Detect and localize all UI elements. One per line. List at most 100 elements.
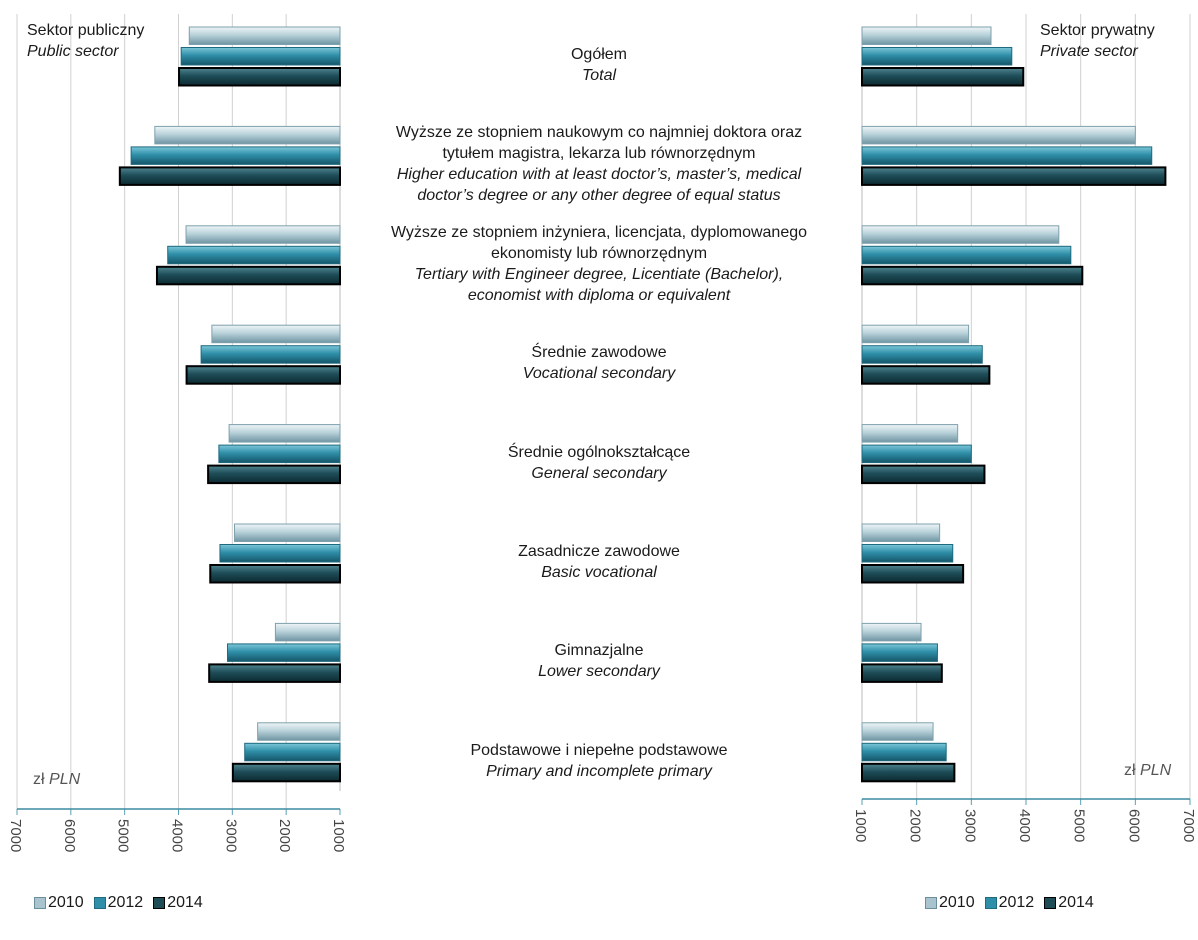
private-bar-2010 (861, 125, 1136, 145)
public-bar-2012 (130, 146, 341, 165)
private-bar-2014 (861, 464, 986, 485)
private-tick-label: 6000 (1125, 809, 1142, 842)
public-tick-label: 2000 (276, 819, 293, 852)
category-label: Zasadnicze zawodowe Basic vocational (352, 541, 846, 583)
public-bar-2014 (231, 762, 342, 783)
public-bar-2014 (178, 67, 341, 87)
public-bar-2010 (185, 225, 341, 244)
public-bar-2010 (154, 125, 341, 145)
public-bar-2014 (118, 166, 341, 186)
private-bar-2012 (861, 643, 938, 662)
category-label-pl: Wyższe ze stopniem naukowym co najmniej … (395, 124, 803, 142)
private-unit-label: zł PLN (1124, 762, 1171, 780)
private-tick-label: 7000 (1180, 809, 1197, 842)
category-label: Wyższe ze stopniem naukowym co najmniej … (352, 122, 846, 206)
category-label: Ogółem Total (352, 44, 846, 86)
private-bar-2014 (861, 663, 943, 683)
legend-swatch-2012 (984, 897, 997, 909)
category-label-en: Basic vocational (541, 564, 657, 581)
public-tick-label: 1000 (330, 819, 347, 852)
public-bar-2014 (207, 464, 341, 485)
private-bar-2010 (861, 523, 941, 542)
private-bar-2014 (861, 564, 965, 584)
public-bar-2012 (244, 742, 341, 762)
public-bar-2012 (180, 47, 341, 66)
private-bar-2012 (861, 47, 1013, 66)
private-bar-2012 (861, 742, 947, 762)
private-sector-title: Sektor prywatny Private sector (1040, 20, 1155, 62)
private-bar-2014 (861, 265, 1084, 286)
legend-item-2012: 2012 (93, 894, 143, 912)
legend-item-2010: 2010 (34, 894, 84, 912)
legend-swatch-2010 (925, 897, 937, 909)
legend-label-2010: 2010 (939, 894, 975, 911)
private-legend: 2010 2012 2014 (925, 894, 1100, 912)
category-label-pl: Średnie ogólnokształcące (507, 443, 691, 461)
private-bar-2012 (861, 544, 954, 563)
public-legend: 2010 2012 2014 (34, 894, 209, 912)
category-label-en: General secondary (531, 464, 667, 482)
category-label-en: Higher education with at least doctor’s,… (396, 166, 802, 184)
private-bar-2010 (861, 324, 970, 344)
private-bar-2014 (861, 365, 991, 385)
category-label-en: Tertiary with Engineer degree, Licentiat… (414, 265, 784, 283)
public-sector-title: Sektor publiczny Public sector (27, 20, 144, 62)
private-bar-2010 (861, 26, 992, 45)
legend-label-2010: 2010 (48, 894, 84, 911)
private-bar-2014 (861, 762, 956, 783)
private-bar-2012 (861, 444, 972, 464)
public-bar-2010 (233, 523, 341, 542)
category-label: Średnie ogólnokształcące General secondar… (352, 442, 846, 484)
public-bar-2010 (211, 324, 341, 344)
private-tick-label: 1000 (852, 809, 869, 842)
category-label: Gimnazjalne Lower secondary (352, 640, 846, 682)
private-bar-2012 (861, 245, 1072, 265)
public-sector-title-pl: Sektor publiczny (27, 22, 145, 39)
public-tick-label: 3000 (222, 819, 239, 852)
public-bar-2014 (185, 365, 341, 385)
category-label: Podstawowe i niepełne podstawowe Primary … (352, 740, 846, 782)
public-tick-label: 5000 (115, 819, 132, 852)
private-tick-label: 5000 (1071, 809, 1088, 842)
private-bar-2010 (861, 622, 922, 642)
legend-item-2010: 2010 (925, 894, 975, 912)
public-bar-2014 (208, 663, 341, 683)
category-label-en: doctor’s degree or any other degree of e… (417, 187, 781, 205)
private-bar-2014 (861, 166, 1167, 186)
category-label-en: Total (581, 67, 617, 84)
category-label-pl: Gimnazjalne (554, 642, 644, 660)
private-bar-2010 (861, 722, 934, 741)
public-tick-label: 7000 (7, 819, 24, 852)
public-bar-2012 (226, 643, 341, 662)
legend-swatch-2010 (34, 897, 46, 909)
public-bar-2012 (218, 444, 341, 464)
private-sector-title-en: Private sector (1040, 43, 1138, 60)
public-unit-label: zł PLN (33, 771, 80, 789)
public-bar-2010 (257, 722, 341, 741)
public-sector-title-en: Public sector (27, 43, 119, 60)
public-bar-2012 (200, 345, 341, 364)
public-bar-2010 (188, 26, 341, 45)
category-label-pl: Wyższe ze stopniem inżyniera, licencjata… (390, 223, 808, 241)
public-bar-2010 (274, 622, 341, 642)
legend-item-2012: 2012 (984, 894, 1034, 912)
category-label: Wyższe ze stopniem inżyniera, licencjata… (352, 222, 846, 306)
public-unit-en: PLN (49, 771, 81, 788)
legend-swatch-2012 (93, 897, 106, 909)
category-label-pl: tytułem magistra, lekarza lub równorzędn… (442, 145, 756, 163)
legend-label-2014: 2014 (1058, 894, 1094, 911)
private-bar-2010 (861, 424, 959, 443)
public-bar-2010 (228, 424, 341, 443)
category-label-pl: Średnie zawodowe (531, 344, 667, 362)
private-unit-pl: zł (1124, 762, 1136, 779)
public-tick-label: 4000 (169, 819, 186, 852)
legend-swatch-2014 (1044, 897, 1057, 909)
category-label-en: Lower secondary (538, 663, 660, 681)
category-label-en: Vocational secondary (522, 365, 676, 383)
category-label-pl: Podstawowe i niepełne podstawowe (470, 741, 728, 759)
private-bar-2012 (861, 345, 983, 364)
public-unit-pl: zł (33, 771, 45, 788)
legend-item-2014: 2014 (1044, 894, 1094, 912)
